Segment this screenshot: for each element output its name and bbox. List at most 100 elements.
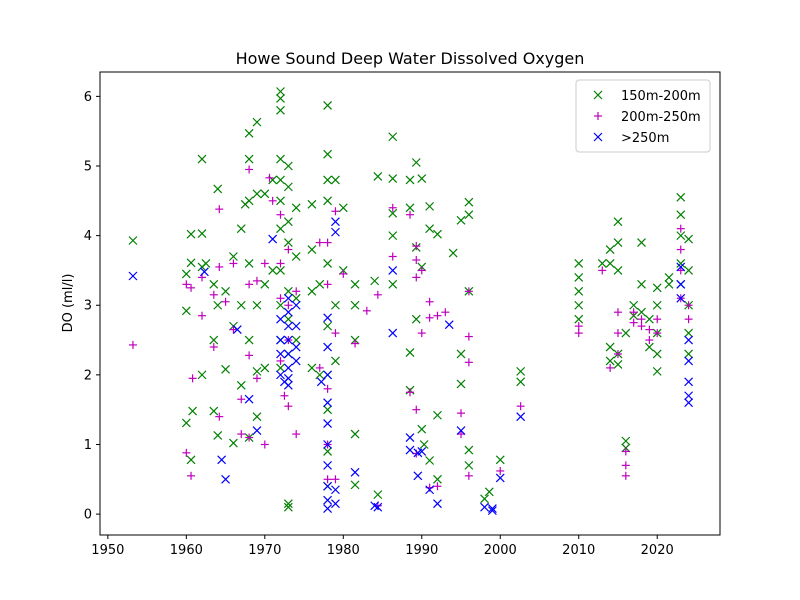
data-point [516, 402, 525, 411]
data-point [613, 217, 623, 227]
data-point [464, 445, 474, 455]
data-point [412, 255, 421, 264]
data-point [676, 210, 686, 220]
data-point [284, 301, 293, 310]
data-point [629, 318, 638, 327]
data-point [388, 203, 397, 212]
data-point [291, 300, 301, 310]
data-point [197, 370, 207, 380]
data-point [237, 395, 246, 404]
data-point [487, 506, 497, 516]
data-point [664, 279, 674, 289]
data-point [236, 300, 246, 310]
data-point [292, 287, 301, 296]
data-point [252, 374, 261, 383]
legend-marker [593, 90, 603, 100]
data-point [425, 456, 435, 465]
data-point [425, 297, 434, 306]
data-point [182, 280, 191, 289]
data-point [331, 356, 340, 366]
data-point [441, 308, 450, 317]
data-point [629, 300, 639, 310]
data-point [388, 208, 398, 218]
data-point [487, 504, 497, 513]
data-point [433, 499, 442, 509]
data-point [676, 259, 686, 268]
data-point [684, 356, 694, 366]
data-point [323, 405, 333, 415]
data-point [244, 335, 254, 345]
data-point [464, 332, 473, 341]
data-point [283, 321, 293, 331]
data-point [406, 210, 414, 219]
data-point [283, 363, 293, 373]
data-point [323, 238, 332, 247]
y-tick-label: 4 [84, 229, 92, 244]
data-point [496, 466, 505, 475]
data-point [323, 440, 333, 449]
data-point [433, 410, 442, 420]
data-point [323, 259, 333, 268]
data-point [307, 199, 317, 209]
data-point [444, 320, 454, 330]
data-point [331, 329, 340, 338]
series-2 [128, 165, 693, 510]
data-point [128, 340, 137, 349]
y-tick-label: 1 [84, 438, 92, 453]
data-point [215, 262, 224, 271]
legend-item: >250m [593, 131, 669, 146]
data-point [574, 300, 584, 310]
data-point [186, 258, 196, 268]
data-point [187, 283, 196, 292]
data-point [350, 429, 360, 439]
points-layer [128, 87, 694, 516]
data-point [373, 490, 383, 500]
data-point [252, 300, 262, 310]
data-point [268, 266, 278, 275]
data-point [283, 217, 293, 227]
data-point [323, 504, 333, 513]
data-point [388, 174, 398, 183]
data-point [350, 467, 360, 477]
data-point [684, 391, 694, 401]
data-point [598, 266, 607, 275]
data-point [213, 431, 223, 440]
data-point [323, 495, 333, 505]
data-point [284, 402, 293, 411]
data-point [221, 297, 230, 306]
data-point [417, 174, 427, 183]
data-point [605, 245, 615, 254]
series-3 [128, 217, 694, 516]
data-point [644, 314, 654, 324]
data-point [412, 242, 421, 251]
data-point [464, 287, 473, 296]
data-point [268, 234, 278, 244]
data-point [323, 313, 333, 323]
y-axis-title: DO (ml/l) [61, 274, 76, 333]
data-point [331, 227, 340, 237]
data-point [283, 286, 293, 296]
data-point [291, 293, 301, 303]
data-point [323, 149, 333, 159]
data-point [276, 87, 285, 96]
data-point [198, 311, 207, 320]
data-point [276, 349, 285, 359]
x-tick-label: 1990 [405, 543, 438, 558]
data-point [645, 325, 654, 334]
data-point [276, 363, 285, 373]
data-point [315, 238, 324, 247]
data-point [252, 426, 262, 435]
data-point [323, 481, 333, 491]
data-point [652, 349, 662, 359]
data-point [417, 424, 427, 434]
data-point [480, 494, 489, 504]
data-point [645, 336, 654, 345]
data-point [684, 315, 693, 324]
data-point [188, 406, 198, 416]
data-point [425, 224, 435, 234]
data-point [276, 370, 285, 380]
data-point [213, 184, 223, 194]
data-point [637, 238, 646, 248]
data-point [181, 418, 191, 428]
data-point [209, 279, 219, 289]
